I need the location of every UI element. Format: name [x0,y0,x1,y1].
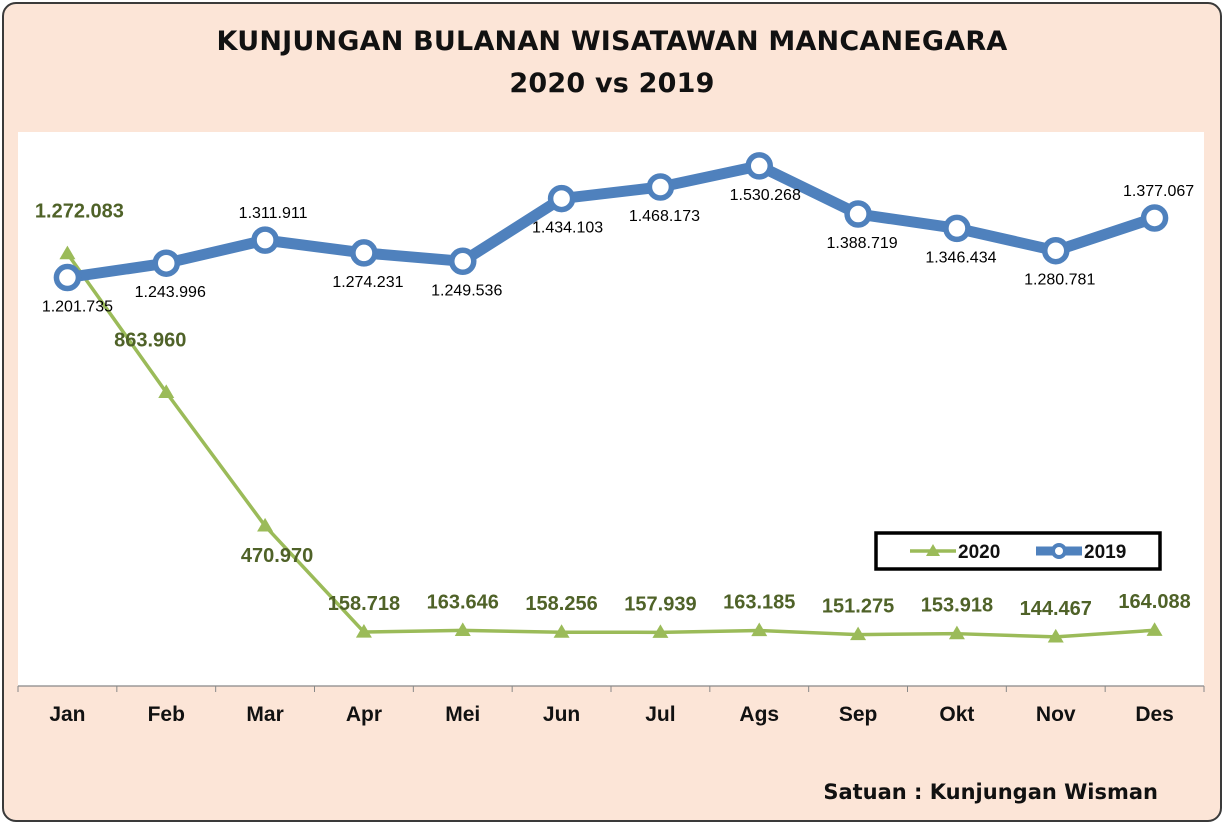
x-tick-label-okt: Okt [939,703,974,726]
series-2019-label-jun: 1.434.103 [532,220,603,237]
series-2020-point-ags [751,622,768,637]
series-2020-label-mei: 163.646 [427,591,499,613]
x-tick-label-jun: Jun [543,703,580,726]
series-2020-label-apr: 158.718 [328,593,400,615]
x-tick-label-jul: Jul [645,703,675,726]
series-2020-point-jan [59,245,76,260]
series-2019-label-jan: 1.201.735 [42,299,113,316]
series-2020-point-feb [158,384,175,398]
series-2019-point-jun [547,184,576,213]
legend-2020-label: 2020 [958,542,1000,563]
series-2020-label-nov: 144.467 [1020,598,1092,620]
x-tick-label-ags: Ags [739,703,779,726]
series-2019-label-mei: 1.249.536 [431,282,502,299]
series-2019-point-jan [53,263,82,292]
x-tick-label-jan: Jan [49,703,85,726]
series-2019-label-ags: 1.530.268 [730,187,801,204]
chart-subtitle: 2020 vs 2019 [509,68,715,99]
series-2020-label-okt: 153.918 [921,595,993,617]
series-2020-label-jan: 1.272.083 [35,201,124,223]
series-2020-label-sep: 151.275 [822,596,894,618]
series-2020-point-mei [454,622,471,636]
series-2019-label-jul: 1.468.173 [629,208,700,225]
series-2020-label-mar: 470.970 [241,545,313,567]
series-2020-point-nov [1047,628,1064,643]
plot-area [18,132,1204,686]
series-2020-point-okt [948,625,965,640]
series-2019-point-mar [251,226,279,254]
series-2019-label-nov: 1.280.781 [1024,272,1095,289]
series-2020-point-jun [553,624,570,638]
series-2019-label-apr: 1.274.231 [332,274,403,291]
x-tick-label-mar: Mar [246,703,283,726]
unit-note: Satuan : Kunjungan Wisman [823,780,1158,804]
series-2020-point-sep [850,626,867,641]
series-2020-label-jun: 158.256 [525,593,597,615]
series-2019-point-feb [152,249,180,277]
series-2019-point-mei [449,247,477,276]
series-2020-point-mar [257,517,274,532]
line-chart: Jan Feb Mar Apr Mei Jun Jul Ags Sep Okt Nov Des 1.27… [17,132,1205,726]
series-2019-point-apr [350,239,378,267]
series-2019-label-mar: 1.311.911 [239,205,308,222]
series-2020-label-ags: 163.185 [723,592,795,614]
x-tick-label-nov: Nov [1036,703,1076,726]
series-2019-label-okt: 1.346.434 [925,249,996,266]
series-2020-point-jul [652,624,669,638]
series-2020-line [65,252,1155,639]
series-2020-label-feb: 863.960 [114,329,186,351]
x-tick-label-des: Des [1135,703,1174,726]
chart-title: KUNJUNGAN BULANAN WISATAWAN MANCANEGARA [216,26,1008,57]
series-2019-point-jul [646,173,675,201]
x-tick-label-apr: Apr [346,703,382,726]
series-2019-point-des [1140,204,1169,232]
series-2019-point-okt [943,214,971,243]
series-2019-line [66,160,1157,284]
legend-2019-marker [1051,543,1067,559]
series-2019-label-feb: 1.243.996 [135,284,206,301]
series-2019-label-sep: 1.388.719 [826,235,897,252]
series-2020-label-jul: 157.939 [624,593,696,615]
series-2019-point-ags [745,152,773,180]
x-tick-label-mei: Mei [445,703,480,726]
x-tick-label-feb: Feb [148,703,185,726]
x-tick-label-sep: Sep [839,703,878,726]
legend-2019-label: 2019 [1084,542,1126,563]
legend-2020-marker [926,544,940,556]
series-2020-label-des: 164.088 [1118,591,1190,613]
series-2019-point-sep [844,200,872,228]
series-2019-label-des: 1.377.067 [1123,183,1194,200]
series-2019-point-nov [1042,236,1070,265]
series-2020-point-des [1146,622,1163,636]
series-2020-point-apr [355,624,372,638]
